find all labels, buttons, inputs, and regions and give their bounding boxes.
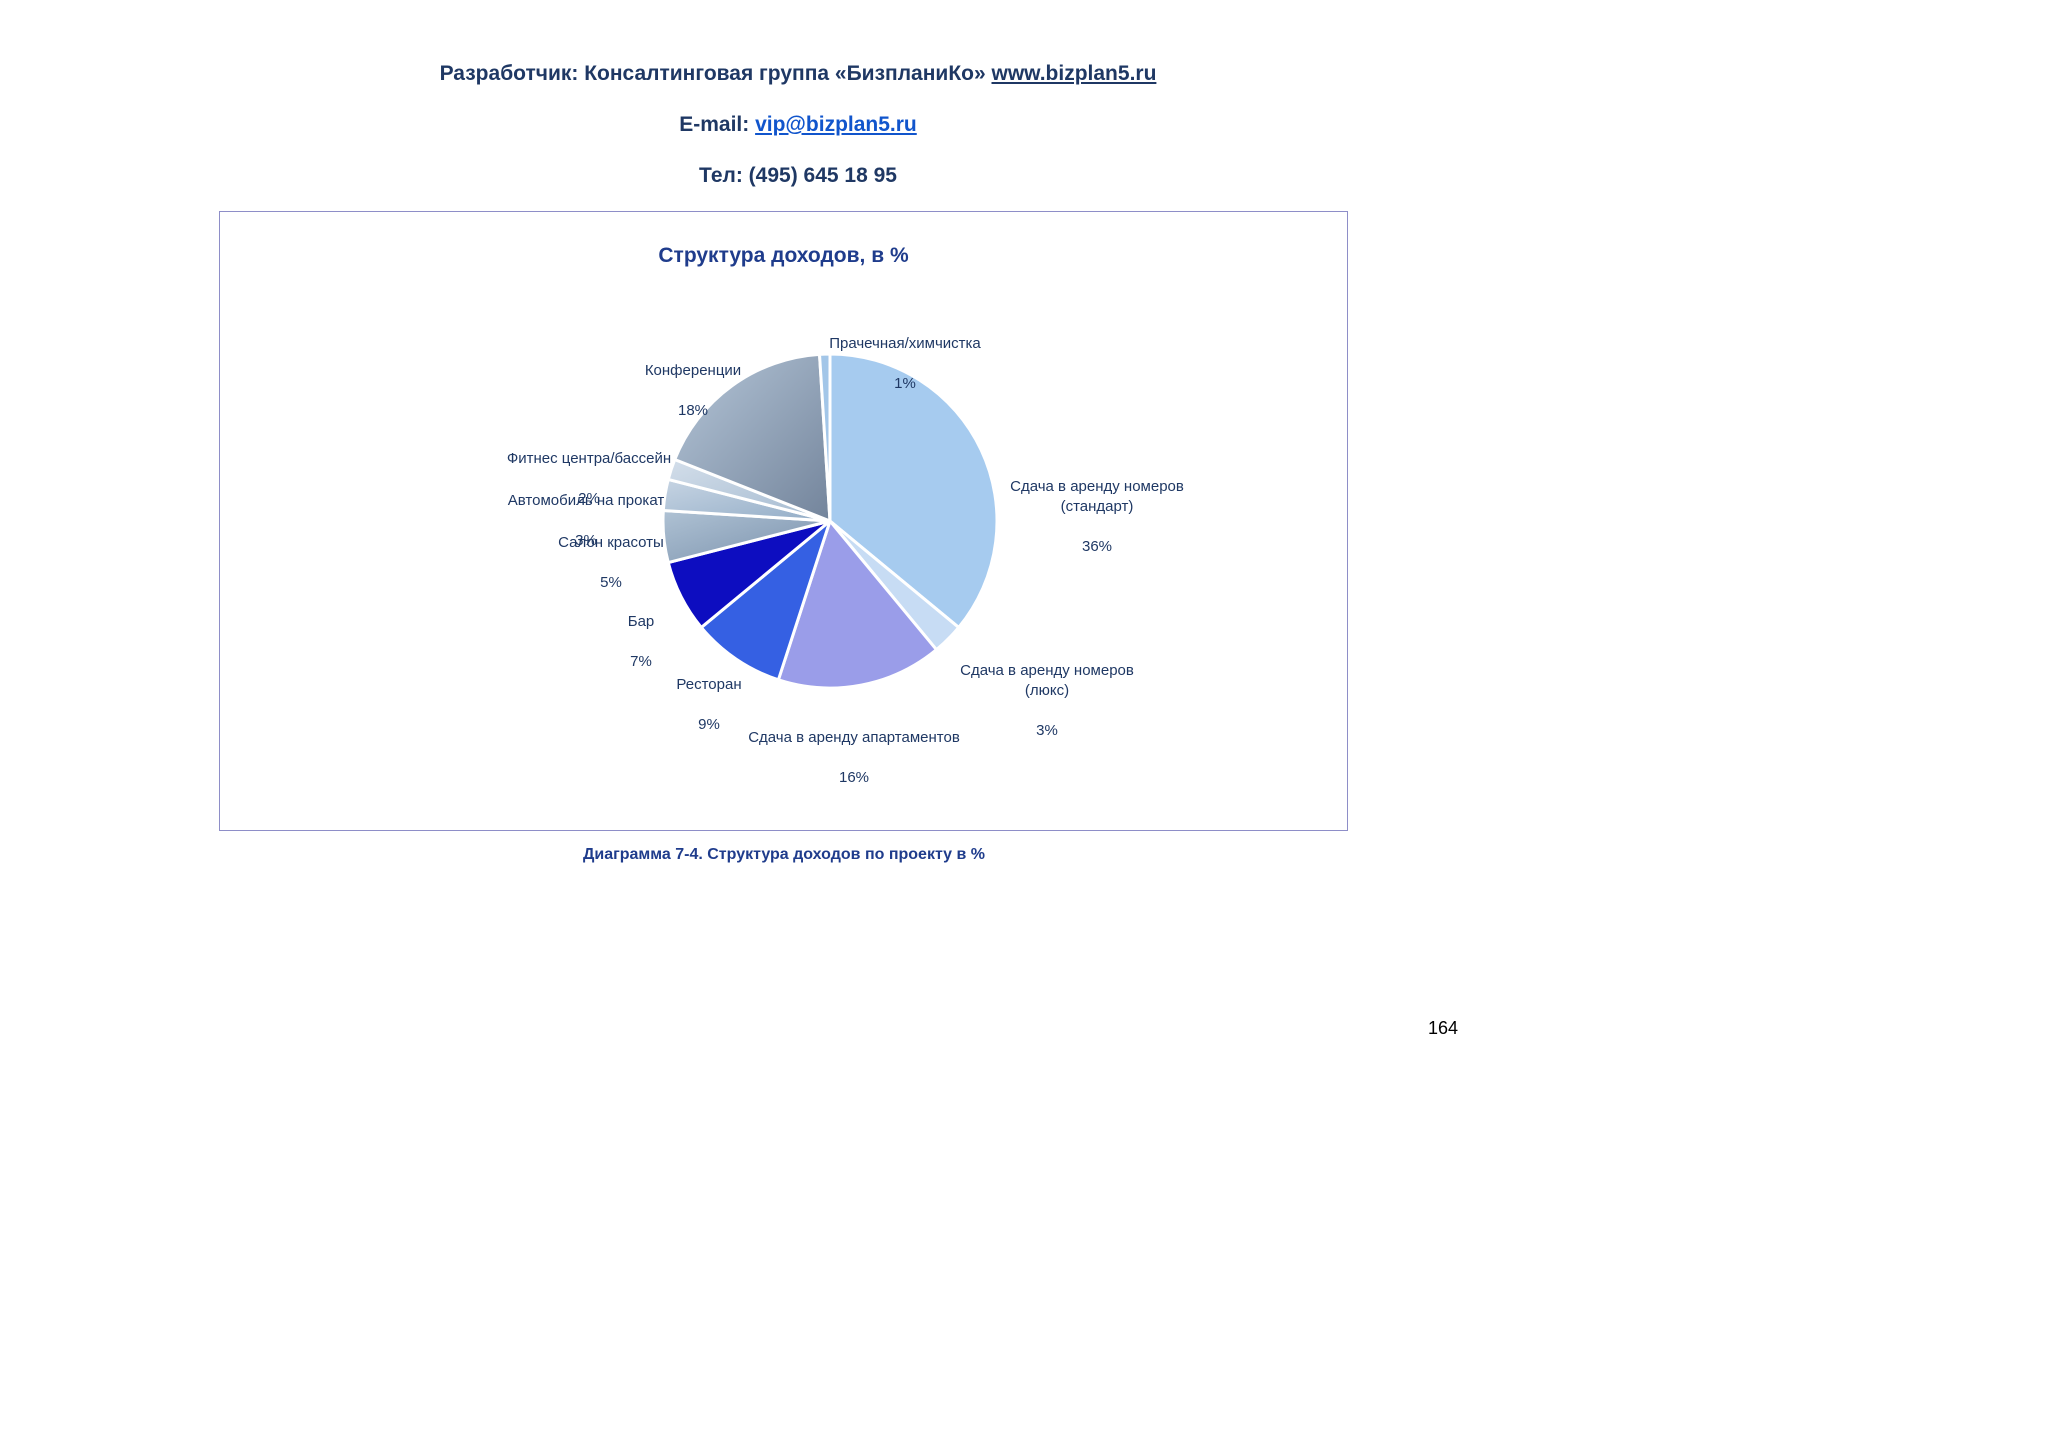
label-apartments: Сдача в аренду апартаментов 16% bbox=[748, 708, 960, 808]
label-bar-text: Бар bbox=[627, 613, 655, 630]
label-beauty-salon: Салон красоты 5% bbox=[558, 513, 664, 613]
label-bar-pct: 7% bbox=[630, 653, 652, 670]
label-conferences: Конференции 18% bbox=[645, 341, 741, 441]
pie-slice-3 bbox=[699, 519, 832, 682]
pie-slice-9 bbox=[818, 352, 832, 523]
pie-slice-0 bbox=[828, 352, 999, 629]
label-conferences-pct: 18% bbox=[677, 402, 709, 419]
label-restaurant-text: Ресторан bbox=[676, 676, 742, 693]
email-line: E-mail: vip@bizplan5.ru bbox=[219, 113, 1377, 137]
phone-line: Тел: (495) 645 18 95 bbox=[219, 164, 1377, 188]
email-link[interactable]: vip@bizplan5.ru bbox=[755, 113, 917, 136]
label-fitness-pool: Фитнес центра/бассейн 2% bbox=[507, 429, 671, 529]
label-beauty-salon-pct: 5% bbox=[600, 574, 622, 591]
label-car-rental-text: Автомобиль на прокат bbox=[507, 492, 665, 509]
label-restaurant-pct: 9% bbox=[698, 716, 720, 733]
label-car-rental-pct: 3% bbox=[575, 532, 597, 549]
label-lux-rooms-pct: 3% bbox=[1036, 722, 1058, 739]
chart-frame: Структура доходов, в % Прачечная/химчист… bbox=[219, 211, 1348, 831]
label-standard-rooms: Сдача в аренду номеров (стандарт) 36% bbox=[1010, 457, 1184, 577]
label-apartments-text: Сдача в аренду апартаментов bbox=[748, 729, 960, 746]
label-laundry-pct: 1% bbox=[894, 375, 916, 392]
phone-text: Тел: (495) 645 18 95 bbox=[699, 164, 897, 187]
label-laundry: Прачечная/химчистка 1% bbox=[829, 314, 981, 414]
label-bar: Бар 7% bbox=[628, 592, 655, 692]
label-standard-rooms-pct: 36% bbox=[1081, 538, 1113, 555]
pie-slice-8 bbox=[673, 352, 832, 523]
developer-line: Разработчик: Консалтинговая группа «Бизп… bbox=[219, 62, 1377, 86]
label-standard-rooms-text: Сдача в аренду номеров (стандарт) bbox=[1010, 478, 1184, 515]
label-conferences-text: Конференции bbox=[644, 362, 742, 379]
website-link[interactable]: www.bizplan5.ru bbox=[991, 62, 1157, 85]
label-fitness-pool-pct: 2% bbox=[578, 490, 600, 507]
email-label: E-mail: bbox=[679, 113, 750, 136]
document-header: Разработчик: Консалтинговая группа «Бизп… bbox=[219, 62, 1377, 215]
label-lux-rooms: Сдача в аренду номеров (люкс) 3% bbox=[960, 641, 1134, 761]
label-lux-rooms-text: Сдача в аренду номеров (люкс) bbox=[960, 662, 1134, 699]
label-restaurant: Ресторан 9% bbox=[676, 655, 741, 755]
chart-title: Структура доходов, в % bbox=[658, 244, 909, 267]
label-apartments-pct: 16% bbox=[838, 769, 870, 786]
label-car-rental: Автомобиль на прокат 3% bbox=[508, 471, 664, 571]
developer-text: Разработчик: Консалтинговая группа «Бизп… bbox=[439, 62, 986, 85]
chart-caption: Диаграмма 7-4. Структура доходов по прое… bbox=[582, 846, 986, 863]
page-number: 164 bbox=[1428, 1018, 1459, 1038]
pie-chart bbox=[661, 352, 999, 690]
label-beauty-salon-text: Салон красоты bbox=[558, 534, 664, 551]
label-fitness-pool-text: Фитнес центра/бассейн bbox=[506, 450, 672, 467]
label-laundry-text: Прачечная/химчистка bbox=[829, 335, 981, 352]
